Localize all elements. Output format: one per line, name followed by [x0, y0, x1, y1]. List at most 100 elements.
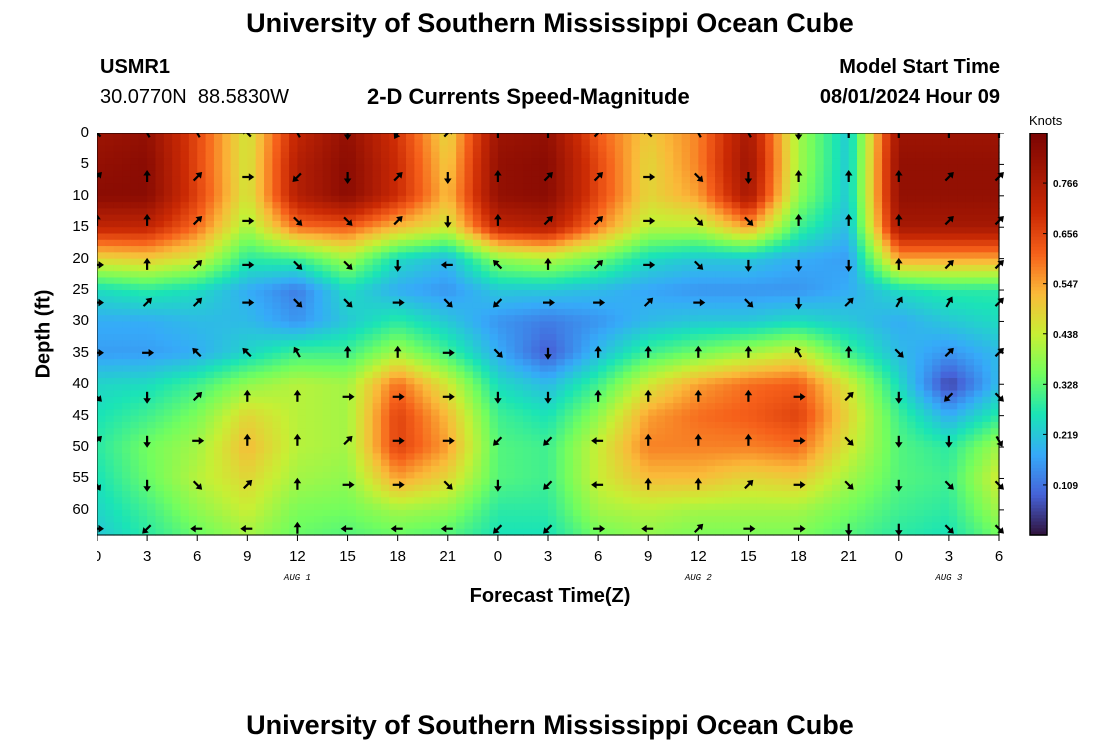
heatmap-cell [564, 264, 574, 272]
heatmap-cell [380, 220, 390, 228]
heatmap-cell [481, 164, 491, 172]
heatmap-cell [748, 283, 758, 291]
heatmap-cell [514, 227, 524, 235]
heatmap-cell [765, 334, 775, 341]
heatmap-cell [631, 139, 641, 147]
heatmap-cell [940, 151, 950, 159]
heatmap-cell [322, 252, 332, 260]
heatmap-cell [765, 139, 775, 147]
heatmap-cell [414, 189, 424, 197]
heatmap-cell [456, 170, 466, 178]
heatmap-cell [439, 340, 449, 348]
heatmap-cell [982, 271, 992, 279]
heatmap-cell [865, 227, 875, 235]
heatmap-cell [397, 327, 407, 335]
heatmap-cell [564, 327, 574, 335]
heatmap-cell [564, 290, 574, 297]
heatmap-cell [422, 377, 432, 385]
heatmap-cell [406, 283, 415, 291]
heatmap-cell [556, 359, 566, 367]
page-title: University of Southern Mississippi Ocean… [246, 8, 854, 38]
heatmap-cell [414, 315, 424, 323]
heatmap-cell [347, 158, 357, 166]
heatmap-cell [773, 277, 783, 285]
heatmap-cell [823, 164, 833, 172]
heatmap-cell [389, 315, 399, 323]
heatmap-cell [339, 183, 349, 191]
heatmap-cell [113, 308, 123, 316]
heatmap-cell [255, 327, 265, 335]
heatmap-cell [364, 158, 374, 166]
heatmap-cell [681, 283, 691, 291]
heatmap-cell [581, 390, 591, 398]
heatmap-cell [857, 214, 866, 222]
heatmap-cell [97, 220, 106, 228]
heatmap-cell [598, 176, 608, 184]
heatmap-cell [723, 296, 733, 304]
heatmap-cell [414, 133, 424, 140]
heatmap-cell [188, 327, 198, 335]
heatmap-cell [180, 214, 190, 222]
heatmap-cell [573, 227, 583, 235]
heatmap-cell [598, 164, 608, 172]
heatmap-cell [355, 283, 365, 291]
heatmap-cell [289, 346, 299, 354]
heatmap-cell [790, 409, 800, 417]
heatmap-cell [105, 158, 115, 166]
heatmap-cell [631, 208, 641, 216]
heatmap-cell [305, 220, 315, 228]
heatmap-cell [172, 308, 182, 316]
heatmap-cell [781, 233, 791, 241]
heatmap-cell [222, 164, 232, 172]
heatmap-cell [355, 290, 365, 297]
heatmap-cell [180, 315, 190, 323]
heatmap-cell [873, 176, 883, 184]
heatmap-cell [347, 252, 357, 260]
heatmap-cell [97, 334, 106, 341]
heatmap-cell [957, 327, 967, 335]
heatmap-cell [948, 277, 958, 285]
heatmap-cell [414, 195, 424, 203]
heatmap-cell [464, 283, 474, 291]
heatmap-cell [639, 246, 649, 253]
heatmap-cell [431, 308, 441, 316]
heatmap-cell [314, 271, 324, 279]
heatmap-cell [898, 271, 908, 279]
heatmap-cell [531, 409, 541, 417]
heatmap-cell [322, 195, 332, 203]
heatmap-cell [815, 390, 825, 398]
heatmap-cell [314, 220, 324, 228]
heatmap-cell [289, 189, 299, 197]
heatmap-cell [882, 189, 892, 197]
heatmap-cell [798, 359, 808, 367]
station-id: USMR1 [100, 56, 171, 78]
heatmap-cell [965, 208, 975, 216]
heatmap-cell [664, 396, 674, 404]
heatmap-cell [364, 170, 374, 178]
heatmap-cell [765, 264, 775, 272]
heatmap-cell [531, 302, 541, 310]
heatmap-cell [614, 139, 624, 147]
heatmap-cell [372, 346, 382, 354]
heatmap-cell [372, 409, 382, 417]
heatmap-cell [798, 384, 808, 392]
heatmap-cell [681, 264, 691, 272]
heatmap-cell [339, 384, 349, 392]
heatmap-cell [431, 377, 441, 385]
heatmap-cell [756, 189, 766, 197]
heatmap-cell [639, 202, 649, 209]
heatmap-cell [205, 277, 215, 285]
heatmap-cell [397, 202, 407, 209]
heatmap-cell [923, 220, 933, 228]
heatmap-cell [648, 396, 658, 404]
heatmap-cell [656, 415, 666, 423]
heatmap-cell [556, 176, 566, 184]
heatmap-cell [957, 302, 967, 310]
heatmap-cell [155, 346, 165, 354]
heatmap-cell [180, 321, 190, 329]
heatmap-cell [105, 202, 115, 209]
heatmap-cell [497, 202, 507, 209]
heatmap-cell [698, 296, 708, 304]
heatmap-cell [715, 371, 724, 379]
heatmap-cell [213, 283, 223, 291]
